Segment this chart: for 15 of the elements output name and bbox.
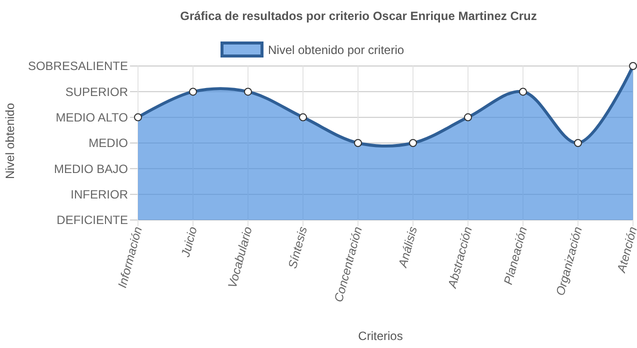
text: MEDIO ALTO (56, 110, 128, 125)
text: DEFICIENTE (56, 213, 128, 228)
x-axis-title: Criterios (358, 329, 403, 343)
x-tick-label: Análisis (395, 225, 420, 270)
x-tick-label: Síntesis (285, 225, 310, 270)
text: MEDIO (88, 136, 128, 150)
text: SOBRESALIENTE (28, 59, 128, 74)
x-tick-label: Juicio (178, 224, 200, 260)
text: Nivel obtenido (3, 102, 17, 180)
x-tick-label: Atención (614, 224, 637, 275)
text: SUPERIOR (65, 84, 128, 99)
chart-title: Gráfica de resultados por criterio Oscar Enrique Martinez Cruz (180, 9, 537, 23)
text: INFERIOR (70, 188, 128, 202)
text: MEDIO BAJO (54, 162, 128, 176)
legend-label: Nivel obtenido por criterio (268, 43, 404, 57)
